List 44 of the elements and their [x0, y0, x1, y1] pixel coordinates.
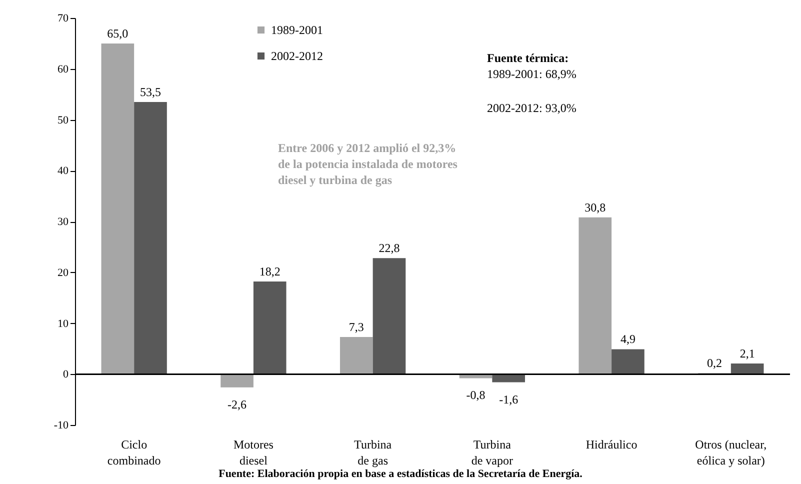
y-tick-label: 20 [58, 266, 69, 279]
bar [340, 336, 373, 374]
bar [492, 374, 526, 382]
data-label: -2,6 [228, 397, 247, 412]
data-label: -1,6 [499, 392, 518, 406]
data-label: 7,3 [348, 320, 364, 334]
y-tick-label: 70 [58, 12, 69, 24]
y-tick-label: -10 [54, 420, 69, 432]
bar [220, 374, 254, 388]
data-label: 2,1 [740, 346, 755, 360]
data-label: 53,5 [140, 84, 161, 99]
y-tick-label: 0 [63, 368, 69, 381]
x-tick-label: Turbina de gas [354, 438, 392, 468]
y-tick-label: 50 [58, 114, 69, 126]
data-label: 0,2 [707, 356, 722, 370]
bar [134, 102, 167, 374]
bar [101, 43, 134, 374]
x-tick-label: Otros (nuclear, eólica y solar) [695, 438, 767, 468]
x-tick-label: Ciclo combinado [107, 438, 161, 468]
data-label: 30,8 [584, 200, 606, 214]
data-label: 65,0 [107, 26, 128, 40]
y-tick-label: 30 [58, 216, 69, 228]
data-label: 4,9 [620, 332, 636, 346]
bar [612, 349, 644, 374]
annotation: 2002-2012: 93,0% [487, 101, 576, 116]
x-tick-label: Turbina de vapor [471, 438, 514, 468]
y-tick-label: 40 [58, 165, 69, 178]
legend-label: 1989-2001 [271, 23, 323, 37]
legend-label: 2002-2012 [271, 49, 323, 63]
data-label: 18,2 [259, 264, 280, 279]
annotation: 1989-2001: 68,9% [487, 67, 576, 82]
data-label: -0,8 [466, 388, 486, 402]
bar [730, 363, 764, 374]
bar [372, 258, 406, 374]
x-tick-label: Hidráulico [586, 438, 638, 452]
annotation: Fuente térmica: [487, 51, 569, 66]
y-tick-label: 10 [58, 318, 69, 330]
data-label: 22,8 [378, 241, 400, 256]
y-tick-label: 60 [58, 63, 69, 76]
bar [253, 282, 286, 374]
annotation: Entre 2006 y 2012 amplió el 92,3% de la potencia instalada de motores diesel y turbina de gas [278, 140, 458, 188]
source-note: Fuente: Elaboración propia en base a estadísticas de la Secretaría de Energía. [218, 468, 584, 480]
x-tick-label: Motores diesel [233, 438, 274, 468]
bar [578, 217, 612, 374]
